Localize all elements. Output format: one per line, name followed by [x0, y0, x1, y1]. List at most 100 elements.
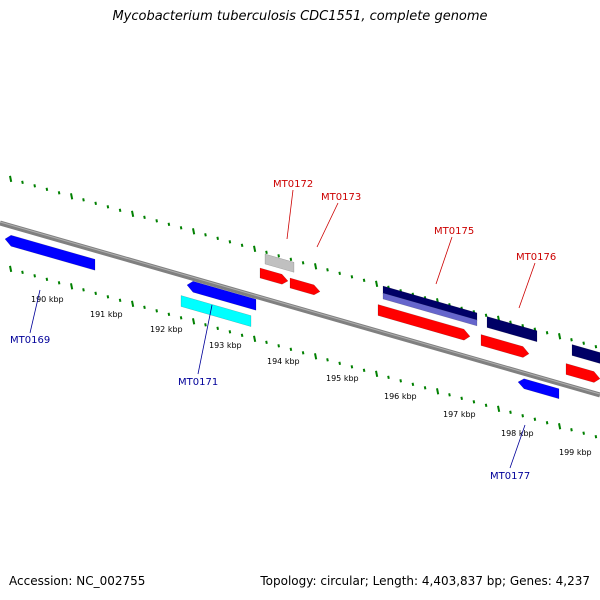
- outer-tick: [216, 236, 219, 241]
- inner-tick: [436, 388, 440, 395]
- outer-tick: [33, 184, 36, 188]
- gene-mt0173: [289, 277, 321, 296]
- outer-tick: [155, 219, 158, 223]
- outer-tick: [509, 320, 512, 324]
- gene-label-leader: [286, 189, 294, 240]
- gene-lavender: [382, 292, 478, 327]
- gene-mt0176-red: [480, 334, 530, 358]
- inner-tick: [497, 405, 501, 412]
- gene-label-leader: [435, 236, 453, 285]
- kbp-label: 190 kbp: [31, 295, 64, 304]
- gene-label-leader: [316, 202, 339, 248]
- outer-tick: [582, 341, 585, 345]
- gene-label-leader: [518, 262, 536, 309]
- outer-tick: [240, 243, 244, 248]
- outer-tick: [57, 191, 61, 195]
- kbp-label: 194 kbp: [267, 357, 300, 366]
- outer-tick: [289, 257, 293, 262]
- outer-tick: [521, 324, 524, 328]
- inner-tick: [265, 340, 268, 345]
- kbp-label: 195 kbp: [326, 374, 359, 383]
- inner-tick: [192, 318, 196, 325]
- inner-tick: [460, 396, 463, 400]
- inner-tick: [167, 312, 171, 317]
- inner-tick: [411, 382, 415, 386]
- outer-tick: [570, 338, 573, 342]
- outer-tick: [143, 215, 146, 220]
- outer-tick: [301, 261, 305, 265]
- inner-tick: [545, 421, 549, 425]
- outer-tick: [192, 228, 196, 235]
- inner-tick: [131, 300, 135, 308]
- gene-mt0177: [517, 378, 560, 400]
- inner-tick: [301, 351, 305, 355]
- outer-tick: [94, 201, 97, 206]
- gene-red-a: [259, 267, 289, 285]
- outer-tick: [228, 240, 232, 244]
- inner-tick: [253, 335, 257, 343]
- gene-right-dark: [571, 344, 600, 364]
- inner-tick: [70, 283, 74, 290]
- outer-tick: [204, 233, 207, 237]
- inner-tick: [204, 323, 207, 327]
- inner-tick: [82, 288, 85, 292]
- genome-backbone: [0, 220, 600, 398]
- inner-tick: [375, 370, 379, 377]
- outer-tick: [326, 268, 329, 272]
- outer-tick: [594, 345, 598, 349]
- genome-backbone-highlight: [0, 221, 600, 395]
- outer-tick: [484, 313, 488, 317]
- inner-tick: [155, 309, 158, 313]
- kbp-label: 196 kbp: [384, 392, 417, 401]
- inner-tick: [143, 305, 146, 310]
- gene-label-mt0176: MT0176: [516, 252, 556, 263]
- gene-label-mt0173: MT0173: [321, 192, 361, 203]
- outer-tick: [265, 250, 268, 255]
- inner-tick: [216, 326, 219, 331]
- outer-tick: [45, 187, 49, 192]
- kbp-label: 198 kbp: [501, 429, 534, 438]
- gene-label-leader: [197, 304, 213, 375]
- gene-label-mt0177: MT0177: [490, 471, 530, 482]
- inner-tick: [94, 291, 97, 296]
- gene-mt0176-dark: [486, 316, 538, 343]
- gene-mt0169: [4, 234, 96, 271]
- kbp-label: 199 kbp: [559, 448, 592, 457]
- outer-tick: [350, 275, 354, 279]
- outer-tick: [82, 198, 85, 202]
- gene-label-mt0172: MT0172: [273, 179, 313, 190]
- outer-tick: [131, 210, 135, 218]
- outer-tick: [338, 271, 341, 275]
- inner-tick: [484, 403, 488, 407]
- outer-tick: [375, 280, 379, 287]
- inner-tick: [387, 375, 390, 379]
- gene-label-leader: [509, 424, 526, 469]
- outer-tick: [277, 254, 280, 258]
- inner-tick: [179, 316, 183, 320]
- inner-tick: [448, 393, 451, 397]
- inner-tick: [399, 379, 402, 383]
- inner-tick: [558, 423, 562, 430]
- inner-tick: [570, 428, 573, 432]
- gene-mt0175-red: [377, 304, 471, 341]
- inner-tick: [582, 431, 585, 435]
- inner-tick: [106, 295, 110, 299]
- outer-tick: [9, 175, 13, 183]
- kbp-label: 191 kbp: [90, 310, 123, 319]
- inner-tick: [9, 265, 13, 273]
- gene-label-mt0169: MT0169: [10, 335, 50, 346]
- gene-label-mt0175: MT0175: [434, 226, 474, 237]
- outer-tick: [70, 193, 74, 200]
- accession-text: Accession: NC_002755: [9, 574, 146, 588]
- inner-tick: [277, 344, 280, 348]
- kbp-label: 197 kbp: [443, 410, 476, 419]
- inner-tick: [118, 298, 122, 303]
- map-title: Mycobacterium tuberculosis CDC1551, comp…: [112, 9, 488, 24]
- inner-tick: [521, 414, 524, 418]
- inner-tick: [338, 361, 341, 365]
- genome-summary: Topology: circular; Length: 4,403,837 bp…: [260, 574, 590, 588]
- inner-tick: [350, 365, 354, 369]
- outer-tick: [558, 333, 562, 340]
- inner-tick: [314, 353, 318, 360]
